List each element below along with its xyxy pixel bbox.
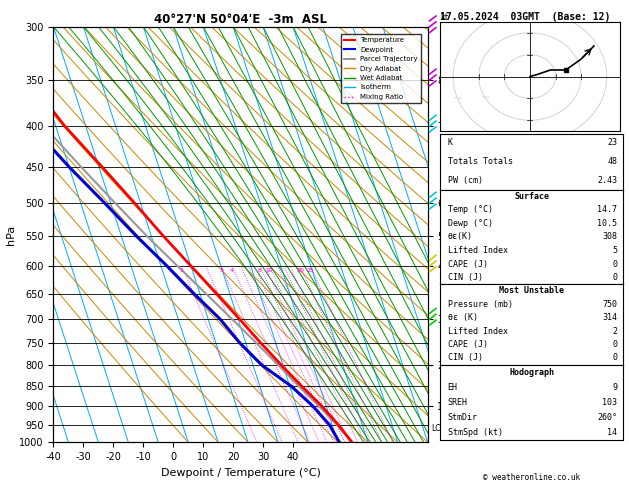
Text: 14.7: 14.7 [598,206,617,214]
Text: SREH: SREH [448,398,467,407]
Text: 48: 48 [607,157,617,166]
Text: 5: 5 [612,246,617,255]
Text: θε (K): θε (K) [448,313,477,322]
Text: 4: 4 [230,268,234,273]
Text: θε(K): θε(K) [448,232,472,242]
Text: LCL: LCL [431,424,445,433]
Legend: Temperature, Dewpoint, Parcel Trajectory, Dry Adiabat, Wet Adiabat, Isotherm, Mi: Temperature, Dewpoint, Parcel Trajectory… [342,35,421,103]
Title: 40°27'N 50°04'E  -3m  ASL: 40°27'N 50°04'E -3m ASL [154,13,327,26]
Text: 308: 308 [602,232,617,242]
Text: 314: 314 [602,313,617,322]
Text: 25: 25 [306,268,314,273]
Text: Totals Totals: Totals Totals [448,157,513,166]
Text: 9: 9 [612,382,617,392]
Text: 2: 2 [612,327,617,336]
Text: 750: 750 [602,300,617,309]
Text: EH: EH [448,382,457,392]
Text: 0: 0 [612,273,617,282]
Text: 260°: 260° [598,413,617,422]
Text: Pressure (mb): Pressure (mb) [448,300,513,309]
Text: CIN (J): CIN (J) [448,353,482,363]
Text: StmDir: StmDir [448,413,477,422]
Text: 17.05.2024  03GMT  (Base: 12): 17.05.2024 03GMT (Base: 12) [440,12,611,22]
Text: Dewp (°C): Dewp (°C) [448,219,493,228]
Y-axis label: hPa: hPa [6,225,16,244]
Text: Mixing Ratio (g/kg): Mixing Ratio (g/kg) [476,195,486,274]
Text: 3: 3 [219,268,223,273]
Text: K: K [448,139,453,147]
Text: PW (cm): PW (cm) [448,176,482,185]
Text: Hodograph: Hodograph [509,367,554,377]
Text: CAPE (J): CAPE (J) [448,340,487,349]
Text: 2.43: 2.43 [598,176,617,185]
Text: 8: 8 [258,268,262,273]
Text: 10.5: 10.5 [598,219,617,228]
Text: 20: 20 [296,268,304,273]
Text: 0: 0 [612,260,617,268]
Text: Lifted Index: Lifted Index [448,246,508,255]
Text: kt: kt [440,13,448,22]
Text: Temp (°C): Temp (°C) [448,206,493,214]
Text: 10: 10 [265,268,274,273]
Text: 0: 0 [612,353,617,363]
Text: 1: 1 [180,268,184,273]
Text: Surface: Surface [514,192,549,201]
Text: ~: ~ [453,94,462,104]
Text: ~: ~ [481,93,490,104]
Text: Most Unstable: Most Unstable [499,286,564,295]
Text: CAPE (J): CAPE (J) [448,260,487,268]
Text: StmSpd (kt): StmSpd (kt) [448,428,503,437]
Text: © weatheronline.co.uk: © weatheronline.co.uk [483,473,580,482]
Text: 0: 0 [612,340,617,349]
Text: 23: 23 [607,139,617,147]
Text: 103: 103 [602,398,617,407]
Text: 14: 14 [607,428,617,437]
Y-axis label: km
ASL: km ASL [447,226,468,243]
X-axis label: Dewpoint / Temperature (°C): Dewpoint / Temperature (°C) [160,468,321,478]
Text: Lifted Index: Lifted Index [448,327,508,336]
Text: CIN (J): CIN (J) [448,273,482,282]
